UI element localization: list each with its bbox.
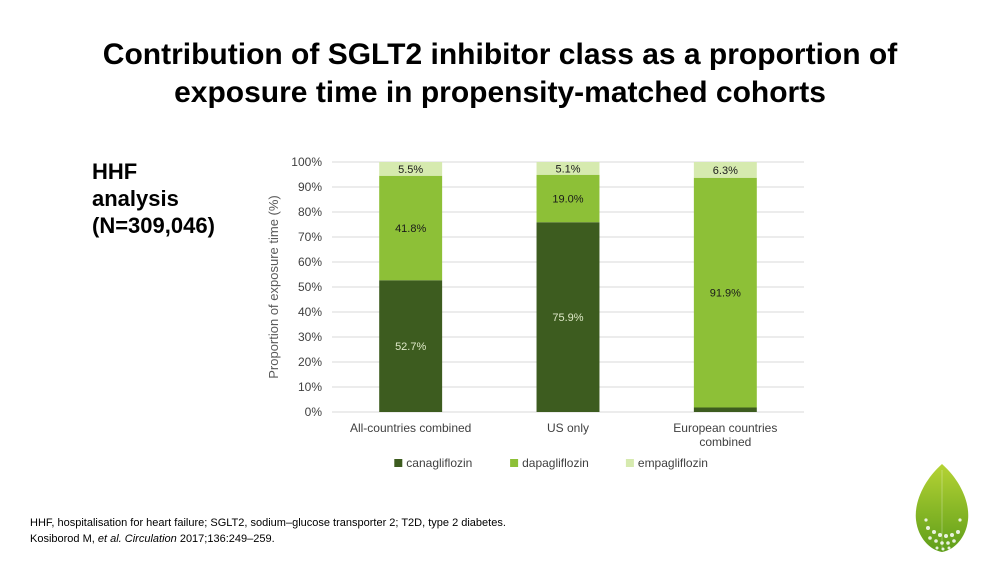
- leaf-logo-icon: [915, 464, 969, 552]
- y-tick-label: 100%: [291, 155, 322, 169]
- citation-rest: 2017;136:249–259.: [176, 533, 275, 545]
- citation-authors: Kosiborod M,: [30, 533, 98, 545]
- footnote-citation: Kosiborod M, et al. Circulation 2017;136…: [30, 531, 506, 547]
- x-category-label: All-countries combined: [350, 421, 471, 435]
- data-label-dapagliflozin: 41.8%: [395, 223, 426, 235]
- data-label-empagliflozin: 5.1%: [555, 163, 580, 175]
- y-tick-label: 20%: [298, 355, 322, 369]
- x-category-label: combined: [699, 435, 751, 449]
- bar-empagliflozin: [379, 162, 443, 176]
- analysis-label-line-2: analysis: [92, 186, 179, 211]
- data-label-canagliflozin: 75.9%: [552, 312, 583, 324]
- footnote-abbreviations: HHF, hospitalisation for heart failure; …: [30, 517, 506, 529]
- y-tick-label: 50%: [298, 280, 322, 294]
- data-label-empagliflozin: 6.3%: [713, 165, 738, 177]
- y-tick-label: 10%: [298, 380, 322, 394]
- legend-label-dapagliflozin: dapagliflozin: [522, 456, 589, 470]
- y-tick-label: 60%: [298, 255, 322, 269]
- data-label-dapagliflozin: 91.9%: [710, 288, 741, 300]
- analysis-label-line-3: (N=309,046): [92, 213, 215, 238]
- citation-etal: et al.: [97, 533, 122, 545]
- y-tick-label: 80%: [298, 205, 322, 219]
- y-tick-label: 30%: [298, 330, 322, 344]
- bar-dapagliflozin: [536, 174, 600, 223]
- slide-title: Contribution of SGLT2 inhibitor class as…: [60, 36, 940, 112]
- legend-swatch-empagliflozin: [625, 459, 634, 467]
- legend-swatch-canagliflozin: [394, 459, 403, 467]
- stacked-bar-chart: 0% 10% 20% 30% 40% 50% 60% 70% 80% 90% 100% Proport…: [266, 155, 804, 470]
- bar-canagliflozin: [379, 280, 443, 412]
- y-axis-label: Proportion of exposure time (%): [266, 195, 281, 379]
- legend-label-empagliflozin: empagliflozin: [638, 456, 708, 470]
- analysis-label: HHF analysis (N=309,046): [92, 158, 215, 239]
- y-tick-label: 70%: [298, 230, 322, 244]
- footnote: HHF, hospitalisation for heart failure; …: [30, 515, 506, 547]
- bar-empagliflozin: [536, 162, 600, 175]
- bar-empagliflozin: [693, 162, 757, 178]
- y-tick-label: 90%: [298, 180, 322, 194]
- bar-canagliflozin: [693, 407, 757, 412]
- data-label-empagliflozin: 5.5%: [398, 164, 423, 176]
- slide-title-line-2: exposure time in propensity-matched coho…: [174, 76, 826, 109]
- legend-swatch-dapagliflozin: [510, 459, 519, 467]
- y-tick-label: 0%: [305, 405, 323, 419]
- data-label-dapagliflozin: 19.0%: [552, 194, 583, 206]
- slide-title-line-1: Contribution of SGLT2 inhibitor class as…: [102, 38, 898, 71]
- analysis-label-line-1: HHF: [92, 159, 138, 184]
- x-category-label: European countries: [673, 421, 777, 435]
- x-category-label: US only: [547, 421, 589, 435]
- bar-canagliflozin: [536, 222, 600, 412]
- citation-journal: Circulation: [121, 533, 177, 545]
- bar-dapagliflozin: [379, 175, 443, 281]
- legend-label-canagliflozin: canagliflozin: [406, 456, 472, 470]
- bar-dapagliflozin: [693, 177, 757, 408]
- y-tick-label: 40%: [298, 305, 322, 319]
- data-label-canagliflozin: 52.7%: [395, 341, 426, 353]
